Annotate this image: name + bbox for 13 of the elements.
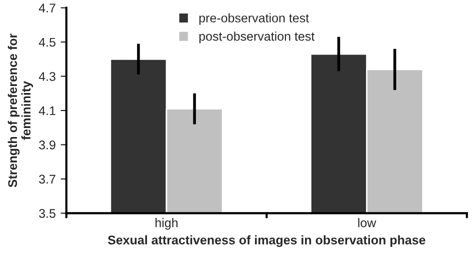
legend-label: pre-observation test [199,13,309,25]
x-tick-label: high [156,218,178,230]
x-axis-title: Sexual attractiveness of images in observation phase [108,235,426,247]
y-tick-label: 4.1 [38,106,56,116]
y-tick-label: 3.5 [39,209,56,218]
y-tick-label: 4.7 [38,4,56,12]
x-tick-label: low [358,218,376,228]
y-tick-label: 3.9 [39,140,56,150]
y-tick-label: 3.7 [39,174,56,184]
legend-label: post-observation test [199,32,315,44]
y-axis-title: Strength of preference for femininity [8,34,34,188]
y-tick-label: 4.3 [38,72,56,81]
y-tick-label: 4.5 [38,38,56,47]
